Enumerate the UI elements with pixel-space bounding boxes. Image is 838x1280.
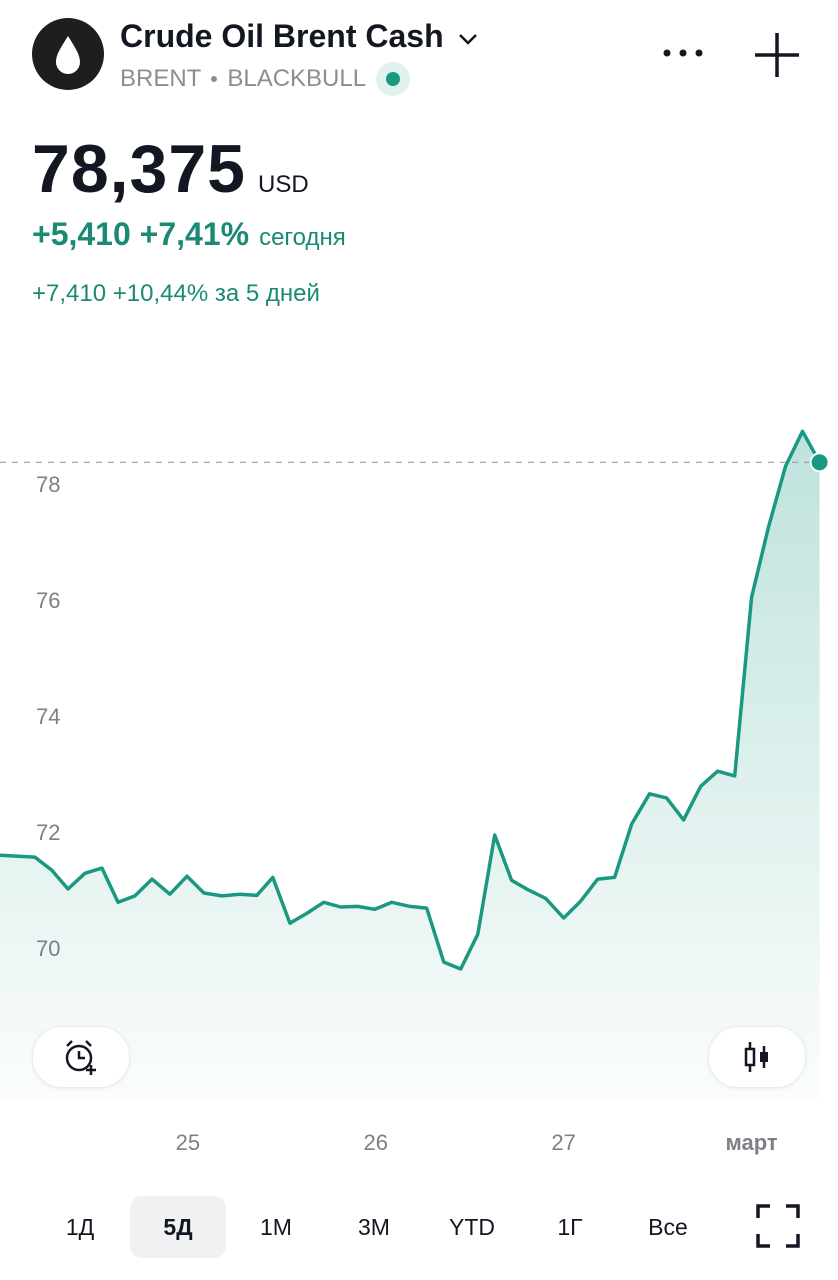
fullscreen-button[interactable]	[756, 1204, 800, 1248]
period-button[interactable]: 5Д	[130, 1196, 226, 1258]
price: 78,375	[32, 131, 246, 207]
x-tick-label: 27	[551, 1130, 575, 1155]
period-button[interactable]: YTD	[449, 1213, 495, 1240]
change-today: +5,410 +7,41% сегодня	[32, 216, 346, 253]
dropdown-chevron	[458, 34, 477, 45]
x-tick-label: март	[725, 1130, 777, 1155]
symbol-subtitle: BRENT BLACKBULL	[120, 62, 411, 96]
separator-dot	[211, 76, 218, 82]
price-block: 78,375 USD	[32, 130, 309, 208]
alarm-icon	[65, 1040, 96, 1075]
x-tick-label: 26	[364, 1130, 388, 1155]
period-button[interactable]: Все	[648, 1213, 688, 1240]
market-status	[376, 62, 411, 96]
period-button[interactable]: 1Г	[557, 1213, 583, 1240]
oil-drop-icon	[56, 36, 80, 74]
exchange-name: BLACKBULL	[227, 65, 367, 92]
change-5d: +7,410 +10,44% за 5 дней	[32, 280, 320, 307]
period-button[interactable]: 1Д	[65, 1213, 95, 1240]
price-line	[0, 429, 822, 971]
last-price-dot	[809, 452, 830, 473]
title-text: Crude Oil Brent Cash	[120, 18, 444, 54]
change-value: +5,410 +7,41%	[32, 216, 250, 252]
period-button[interactable]: 1М	[260, 1213, 292, 1240]
y-tick-label: 72	[36, 820, 60, 845]
symbol-logo	[32, 18, 104, 90]
y-tick-label: 76	[36, 588, 60, 613]
change-period: сегодня	[259, 224, 346, 251]
currency: USD	[257, 171, 309, 198]
candles-icon	[744, 1042, 768, 1072]
alert-button[interactable]	[32, 1026, 130, 1088]
area	[0, 431, 820, 1099]
period-button[interactable]: 3М	[358, 1213, 390, 1240]
y-tick-label: 78	[36, 472, 60, 497]
y-tick-label: 74	[36, 704, 60, 729]
chart-style-button[interactable]	[708, 1026, 806, 1088]
symbol-title[interactable]: Crude Oil Brent Cash	[120, 18, 479, 55]
add-button[interactable]	[752, 30, 802, 80]
more-button[interactable]	[660, 38, 706, 68]
x-tick-label: 25	[176, 1130, 200, 1155]
symbol-code: BRENT	[120, 65, 202, 92]
